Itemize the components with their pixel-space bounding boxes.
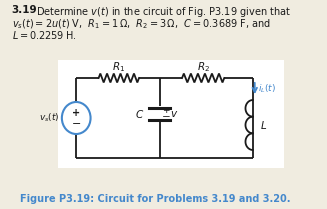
FancyBboxPatch shape xyxy=(58,60,284,168)
Text: $v$: $v$ xyxy=(169,109,178,119)
Text: $L$: $L$ xyxy=(260,119,267,131)
Text: Figure P3.19: Circuit for Problems 3.19 and 3.20.: Figure P3.19: Circuit for Problems 3.19 … xyxy=(20,194,290,204)
Text: −: − xyxy=(72,119,81,129)
Circle shape xyxy=(62,102,91,134)
Text: $R_2$: $R_2$ xyxy=(197,60,210,74)
Text: $C$: $C$ xyxy=(135,108,145,120)
Text: $L = 0.2259$ H.: $L = 0.2259$ H. xyxy=(12,29,77,41)
Text: 3.19: 3.19 xyxy=(12,5,37,15)
Text: $v_s(t) = 2u(t)$ V,  $R_1 = 1\,\Omega$,  $R_2 = 3\,\Omega$,  $C = 0.3689$ F, and: $v_s(t) = 2u(t)$ V, $R_1 = 1\,\Omega$, $… xyxy=(12,17,271,31)
Text: −: − xyxy=(162,112,171,122)
Text: $R_1$: $R_1$ xyxy=(112,60,126,74)
Text: +: + xyxy=(72,108,80,118)
Text: Determine $v(t)$ in the circuit of Fig. P3.19 given that: Determine $v(t)$ in the circuit of Fig. … xyxy=(36,5,291,19)
Text: +: + xyxy=(162,106,170,115)
Text: $i_L(t)$: $i_L(t)$ xyxy=(258,82,276,95)
Text: $v_s(t)$: $v_s(t)$ xyxy=(39,112,59,124)
